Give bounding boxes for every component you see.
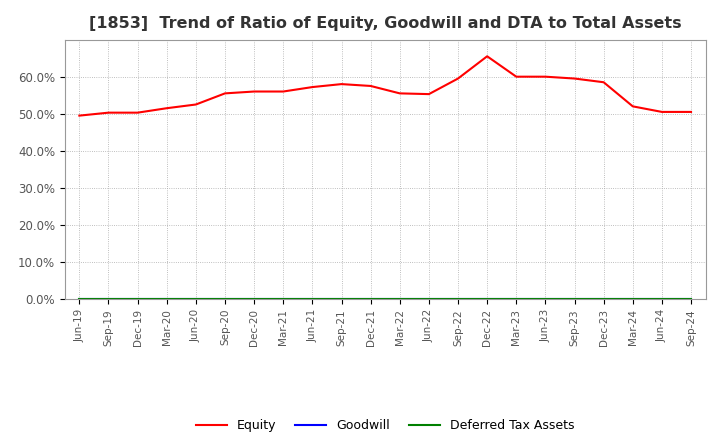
Equity — [629, 104, 637, 109]
Deferred Tax Assets — [570, 297, 579, 302]
Equity — [599, 80, 608, 85]
Goodwill — [133, 297, 142, 302]
Deferred Tax Assets — [541, 297, 550, 302]
Equity — [512, 74, 521, 79]
Goodwill — [657, 297, 666, 302]
Equity — [366, 83, 375, 88]
Goodwill — [425, 297, 433, 302]
Equity — [395, 91, 404, 96]
Equity — [220, 91, 229, 96]
Deferred Tax Assets — [163, 297, 171, 302]
Equity — [337, 81, 346, 87]
Goodwill — [687, 297, 696, 302]
Goodwill — [512, 297, 521, 302]
Line: Equity: Equity — [79, 56, 691, 116]
Deferred Tax Assets — [657, 297, 666, 302]
Deferred Tax Assets — [308, 297, 317, 302]
Deferred Tax Assets — [425, 297, 433, 302]
Title: [1853]  Trend of Ratio of Equity, Goodwill and DTA to Total Assets: [1853] Trend of Ratio of Equity, Goodwil… — [89, 16, 682, 32]
Goodwill — [308, 297, 317, 302]
Goodwill — [279, 297, 287, 302]
Goodwill — [192, 297, 200, 302]
Equity — [425, 92, 433, 97]
Equity — [541, 74, 550, 79]
Goodwill — [570, 297, 579, 302]
Equity — [454, 76, 462, 81]
Legend: Equity, Goodwill, Deferred Tax Assets: Equity, Goodwill, Deferred Tax Assets — [191, 414, 580, 437]
Equity — [104, 110, 113, 115]
Deferred Tax Assets — [687, 297, 696, 302]
Goodwill — [599, 297, 608, 302]
Goodwill — [395, 297, 404, 302]
Goodwill — [483, 297, 492, 302]
Equity — [657, 109, 666, 114]
Equity — [308, 84, 317, 90]
Deferred Tax Assets — [220, 297, 229, 302]
Deferred Tax Assets — [599, 297, 608, 302]
Deferred Tax Assets — [629, 297, 637, 302]
Equity — [687, 109, 696, 114]
Deferred Tax Assets — [337, 297, 346, 302]
Deferred Tax Assets — [483, 297, 492, 302]
Deferred Tax Assets — [250, 297, 258, 302]
Goodwill — [250, 297, 258, 302]
Goodwill — [163, 297, 171, 302]
Deferred Tax Assets — [366, 297, 375, 302]
Deferred Tax Assets — [133, 297, 142, 302]
Deferred Tax Assets — [104, 297, 113, 302]
Equity — [75, 113, 84, 118]
Goodwill — [75, 297, 84, 302]
Equity — [570, 76, 579, 81]
Goodwill — [629, 297, 637, 302]
Goodwill — [220, 297, 229, 302]
Goodwill — [541, 297, 550, 302]
Goodwill — [366, 297, 375, 302]
Equity — [279, 89, 287, 94]
Equity — [192, 102, 200, 107]
Equity — [250, 89, 258, 94]
Equity — [483, 54, 492, 59]
Goodwill — [454, 297, 462, 302]
Deferred Tax Assets — [75, 297, 84, 302]
Deferred Tax Assets — [512, 297, 521, 302]
Equity — [133, 110, 142, 115]
Deferred Tax Assets — [395, 297, 404, 302]
Equity — [163, 106, 171, 111]
Goodwill — [104, 297, 113, 302]
Deferred Tax Assets — [454, 297, 462, 302]
Deferred Tax Assets — [279, 297, 287, 302]
Goodwill — [337, 297, 346, 302]
Deferred Tax Assets — [192, 297, 200, 302]
